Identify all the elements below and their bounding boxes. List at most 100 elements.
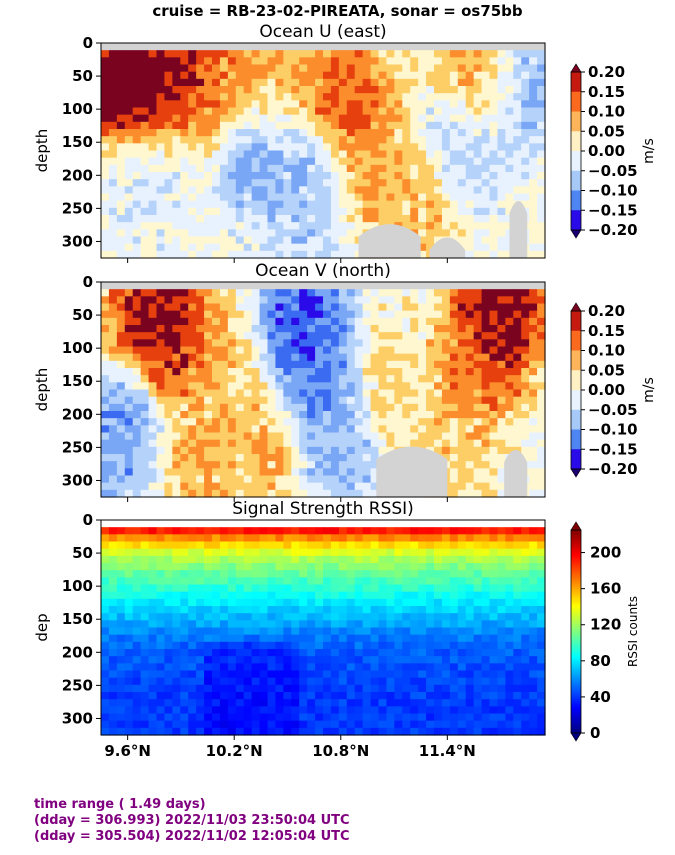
heatmap-cell xyxy=(116,250,126,259)
heatmap-cell xyxy=(513,368,522,376)
heatmap-cell xyxy=(394,396,403,405)
heatmap-cell xyxy=(505,692,514,700)
heatmap-cell xyxy=(219,482,229,491)
heatmap-cell xyxy=(180,446,189,455)
heatmap-cell xyxy=(188,577,197,586)
heatmap-cell xyxy=(489,468,499,477)
heatmap-cell xyxy=(378,403,388,412)
heatmap-cell xyxy=(212,692,221,700)
heatmap-cell xyxy=(124,193,134,202)
heatmap-cell xyxy=(299,527,308,535)
heatmap-cell xyxy=(219,57,229,66)
heatmap-cell xyxy=(101,396,110,405)
heatmap-cell xyxy=(457,186,467,195)
heatmap-cell xyxy=(465,527,475,535)
heatmap-cell xyxy=(410,325,419,333)
heatmap-cell xyxy=(275,310,284,319)
heatmap-cell xyxy=(537,656,546,664)
heatmap-cell xyxy=(378,677,388,686)
heatmap-cell xyxy=(537,368,546,376)
heatmap-cell xyxy=(529,150,538,159)
heatmap-cell xyxy=(537,186,546,195)
heatmap-cell xyxy=(370,296,380,305)
heatmap-cell xyxy=(426,584,435,593)
heatmap-cell xyxy=(521,325,530,333)
heatmap-cell xyxy=(251,634,261,643)
heatmap-cell xyxy=(513,684,522,693)
heatmap-cell xyxy=(354,346,364,355)
heatmap-cell xyxy=(315,172,324,180)
heatmap-cell xyxy=(426,150,435,159)
heatmap-cell xyxy=(465,584,475,593)
heatmap-cell xyxy=(124,541,134,550)
heatmap-cell xyxy=(386,534,395,543)
heatmap-cell xyxy=(164,86,173,94)
heatmap-cell xyxy=(164,439,173,448)
heatmap-cell xyxy=(354,620,364,629)
heatmap-cell xyxy=(473,129,483,137)
heatmap-cell xyxy=(315,136,324,144)
heatmap-cell xyxy=(188,375,197,383)
heatmap-cell xyxy=(346,699,356,707)
heatmap-cell xyxy=(227,93,237,101)
heatmap-cell xyxy=(513,634,522,643)
heatmap-cell xyxy=(362,332,372,340)
heatmap-cell xyxy=(330,200,340,209)
heatmap-cell xyxy=(219,606,229,614)
heatmap-cell xyxy=(441,411,451,419)
heatmap-cell xyxy=(243,121,253,130)
heatmap-cell xyxy=(449,482,459,491)
heatmap-cell xyxy=(101,207,110,216)
heatmap-cell xyxy=(259,353,269,362)
heatmap-cell xyxy=(251,620,261,629)
heatmap-cell xyxy=(212,649,221,657)
heatmap-cell xyxy=(505,121,514,130)
heatmap-cell xyxy=(457,548,467,557)
heatmap-cell xyxy=(481,677,491,686)
heatmap-cell xyxy=(323,303,332,312)
heatmap-cell xyxy=(124,699,134,707)
heatmap-cell xyxy=(108,403,118,412)
heatmap-cell xyxy=(362,157,372,166)
heatmap-cell xyxy=(513,620,522,629)
heatmap-cell xyxy=(116,563,126,571)
heatmap-cell xyxy=(307,222,316,230)
heatmap-cell xyxy=(465,296,475,305)
heatmap-cell xyxy=(219,78,229,87)
heatmap-cell xyxy=(505,360,514,369)
heatmap-cell xyxy=(449,375,459,383)
heatmap-cell xyxy=(418,179,427,187)
heatmap-cell xyxy=(410,389,419,398)
heatmap-cell xyxy=(426,172,435,180)
heatmap-cell xyxy=(330,250,340,259)
heatmap-cell xyxy=(283,670,292,679)
heatmap-cell xyxy=(196,634,205,643)
heatmap-cell xyxy=(132,50,142,58)
heatmap-cell xyxy=(497,136,506,144)
heatmap-cell xyxy=(259,207,269,216)
heatmap-cell xyxy=(108,584,118,593)
heatmap-cell xyxy=(172,121,181,130)
heatmap-cell xyxy=(338,706,348,715)
heatmap-cell xyxy=(386,389,395,398)
heatmap-cell xyxy=(426,613,435,621)
heatmap-cell xyxy=(330,207,340,216)
heatmap-cell xyxy=(299,534,308,543)
heatmap-cell xyxy=(449,179,459,187)
heatmap-cell xyxy=(330,663,340,672)
heatmap-cell xyxy=(307,389,316,398)
heatmap-cell xyxy=(513,541,522,550)
heatmap-cell xyxy=(370,339,380,348)
heatmap-cell xyxy=(243,193,253,202)
heatmap-cell xyxy=(267,439,277,448)
heatmap-cell xyxy=(402,520,411,528)
heatmap-cell xyxy=(235,186,245,195)
heatmap-cell xyxy=(108,78,118,87)
heatmap-cell xyxy=(402,692,411,700)
heatmap-cell xyxy=(426,71,435,80)
heatmap-cell xyxy=(497,375,506,383)
heatmap-cell xyxy=(473,332,483,340)
heatmap-cell xyxy=(481,634,491,643)
heatmap-cell xyxy=(402,577,411,586)
heatmap-cell xyxy=(188,520,197,528)
